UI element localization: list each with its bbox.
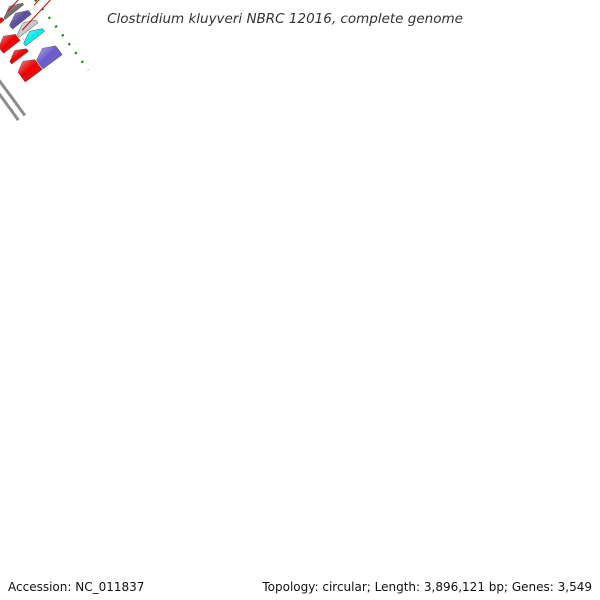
gene-label-ckr-0556-leader [7,0,19,13]
backbone-line-inner [0,79,27,117]
gene-ckr-0556-shading [0,17,5,24]
gene-ckr-0557-shading [3,3,24,20]
gene-feature-shading [36,45,63,69]
gene-ckr-0553-shading [0,0,1,1]
gene-feature-shading [23,28,45,46]
gene-tracks [0,0,63,83]
gene-ckr-0558-shading [9,10,32,30]
gene-label-ckr-0559-leader [21,0,51,31]
genome-backbone [0,79,27,121]
gene-feature-shading [17,59,43,83]
gene-ckr-0559-shading [0,34,21,54]
map-title: Clostridium kluyveri NBRC 12016, complet… [107,11,463,27]
accession-text: Accession: NC_011837 [8,580,145,594]
gene-label-ckr-0558-leader [33,0,40,6]
gene-labels: CKR_0547CKR_0548CKR_0549CKR_0550CKR_0551… [7,0,51,31]
gene-feature-shading [17,20,38,38]
gene-ckr-0553[interactable] [0,0,12,5]
gene-feature-shading [9,48,29,65]
genome-summary-text: Topology: circular; Length: 3,896,121 bp… [262,580,592,594]
